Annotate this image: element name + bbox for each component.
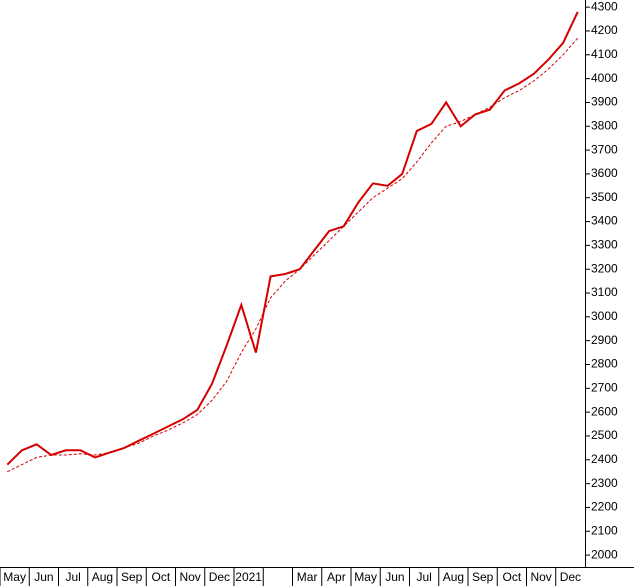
x-tick-label: Dec	[560, 570, 581, 584]
x-tick-label: 2021	[235, 570, 262, 584]
y-tick-label: 2200	[591, 500, 618, 514]
y-tick-label: 3500	[591, 190, 618, 204]
x-tick-label: Jul	[65, 570, 80, 584]
x-tick-label: Dec	[209, 570, 230, 584]
y-tick-label: 4200	[591, 23, 618, 37]
y-tick-label: 3300	[591, 238, 618, 252]
x-tick-label: Mar	[297, 570, 318, 584]
y-tick-label: 3900	[591, 95, 618, 109]
y-tick-label: 3800	[591, 118, 618, 132]
x-tick-label: Apr	[327, 570, 346, 584]
moving-average-line	[7, 37, 579, 473]
x-tick-label: Jun	[385, 570, 404, 584]
x-tick-label: Nov	[179, 570, 200, 584]
y-tick-label: 3200	[591, 261, 618, 275]
y-tick-label: 3400	[591, 214, 618, 228]
y-tick-label: 4100	[591, 47, 618, 61]
x-tick-label: Sep	[121, 570, 143, 584]
y-tick-label: 4000	[591, 71, 618, 85]
y-tick-label: 2900	[591, 333, 618, 347]
y-tick-label: 2600	[591, 404, 618, 418]
x-tick-label: May	[354, 570, 377, 584]
x-tick-label: Aug	[92, 570, 113, 584]
y-tick-label: 2000	[591, 547, 618, 561]
y-tick-label: 2700	[591, 380, 618, 394]
x-tick-label: May	[3, 570, 26, 584]
y-tick-label: 3700	[591, 142, 618, 156]
y-tick-label: 3100	[591, 285, 618, 299]
y-tick-label: 2300	[591, 476, 618, 490]
x-tick-label: Oct	[503, 570, 522, 584]
y-tick-label: 2800	[591, 357, 618, 371]
x-tick-label: Jun	[34, 570, 53, 584]
y-tick-label: 2100	[591, 523, 618, 537]
x-tick-label: Oct	[152, 570, 171, 584]
y-tick-label: 3000	[591, 309, 618, 323]
x-tick-label: Aug	[443, 570, 464, 584]
price-line	[6, 11, 579, 466]
x-tick-label: Sep	[472, 570, 494, 584]
x-tick-label: Nov	[530, 570, 551, 584]
y-tick-label: 2500	[591, 428, 618, 442]
x-tick-label: Jul	[416, 570, 431, 584]
y-tick-label: 3600	[591, 166, 618, 180]
y-tick-label: 4300	[591, 0, 618, 13]
y-tick-label: 2400	[591, 452, 618, 466]
